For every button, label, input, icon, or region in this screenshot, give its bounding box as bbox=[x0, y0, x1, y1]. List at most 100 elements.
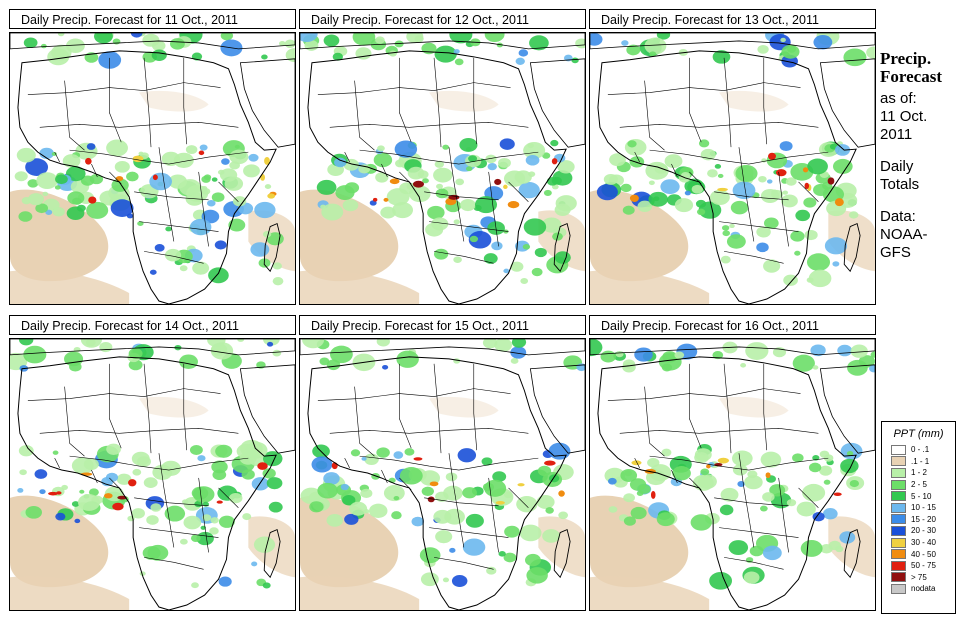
forecast-panel-6: Daily Precip. Forecast for 16 Oct., 2011 bbox=[589, 315, 878, 611]
precip-cell bbox=[548, 474, 560, 483]
precip-cell bbox=[149, 269, 157, 275]
legend-item: nodata bbox=[882, 583, 955, 595]
dry-area bbox=[10, 269, 130, 304]
precip-cell bbox=[840, 458, 859, 474]
precip-cell bbox=[510, 346, 527, 359]
precip-cell bbox=[503, 229, 509, 234]
precip-cell bbox=[649, 51, 657, 57]
precip-cell bbox=[131, 508, 145, 519]
country-border bbox=[198, 477, 209, 553]
precip-cell bbox=[380, 206, 396, 219]
heavy-precip-cell bbox=[544, 460, 556, 466]
heavy-precip-cell bbox=[267, 193, 276, 199]
precip-cell bbox=[454, 58, 464, 66]
dry-area bbox=[429, 90, 499, 112]
europe-outline bbox=[300, 339, 585, 356]
legend-swatch bbox=[891, 502, 906, 513]
country-border bbox=[27, 82, 221, 95]
precip-cell bbox=[451, 575, 468, 587]
precip-cell bbox=[760, 188, 780, 204]
precip-cell bbox=[596, 183, 618, 201]
precip-cell bbox=[459, 138, 478, 152]
precip-cell bbox=[168, 174, 188, 189]
precip-cell bbox=[16, 147, 36, 163]
country-border bbox=[714, 497, 789, 507]
arabia-outline bbox=[819, 364, 875, 454]
country-border bbox=[488, 477, 499, 553]
precip-cell bbox=[849, 479, 860, 488]
precip-cell bbox=[77, 494, 100, 511]
country-border bbox=[109, 57, 122, 143]
precip-cell bbox=[126, 213, 134, 219]
precip-cell bbox=[819, 465, 833, 476]
precip-cell bbox=[823, 479, 831, 485]
dry-area bbox=[429, 396, 499, 418]
country-border bbox=[448, 147, 465, 242]
precip-cell bbox=[620, 469, 638, 482]
heavy-precip-cell bbox=[706, 464, 711, 469]
precip-cell bbox=[323, 472, 340, 485]
precip-cell bbox=[435, 491, 449, 502]
precip-cell bbox=[266, 341, 274, 347]
precip-cell bbox=[394, 140, 418, 158]
precip-cell bbox=[806, 253, 831, 271]
legend-label: 1 - 2 bbox=[911, 468, 928, 478]
precip-cell bbox=[262, 231, 272, 238]
precip-cell bbox=[762, 492, 775, 502]
precip-cell bbox=[83, 458, 99, 471]
country-border bbox=[508, 181, 529, 202]
country-border bbox=[424, 497, 499, 507]
precip-cell bbox=[431, 217, 449, 231]
country-border bbox=[381, 469, 388, 484]
precip-cell bbox=[462, 538, 486, 556]
precip-cell bbox=[510, 357, 519, 364]
country-border bbox=[424, 191, 499, 201]
heavy-precip-cell bbox=[775, 169, 787, 177]
precip-cell bbox=[531, 267, 543, 277]
legend-swatch bbox=[891, 583, 906, 594]
heavy-precip-cell bbox=[717, 457, 730, 464]
country-border bbox=[429, 527, 509, 538]
precip-cell bbox=[334, 157, 347, 168]
country-border bbox=[27, 388, 221, 401]
precip-map bbox=[589, 32, 876, 305]
heavy-precip-cell bbox=[152, 174, 158, 181]
legend-swatch bbox=[891, 479, 906, 490]
precip-cell bbox=[151, 49, 167, 61]
precip-cell bbox=[824, 237, 848, 255]
precip-map bbox=[589, 338, 876, 611]
precip-cell bbox=[709, 189, 730, 206]
heavy-precip-cell bbox=[80, 472, 93, 476]
precip-cell bbox=[411, 516, 425, 527]
precip-cell bbox=[763, 259, 781, 273]
precip-cell bbox=[407, 166, 425, 180]
precip-cell bbox=[192, 261, 210, 275]
precip-cell bbox=[807, 158, 828, 175]
precip-cell bbox=[648, 191, 668, 207]
precip-cell bbox=[254, 201, 276, 219]
precip-cell bbox=[42, 191, 49, 197]
precip-cell bbox=[309, 501, 324, 513]
precip-cell bbox=[518, 182, 540, 199]
precip-cell bbox=[272, 349, 282, 357]
precip-cell bbox=[623, 516, 636, 526]
country-border bbox=[64, 80, 85, 151]
country-border bbox=[433, 57, 442, 148]
precip-cell bbox=[808, 269, 832, 288]
country-border bbox=[139, 527, 219, 538]
precip-cell bbox=[262, 582, 271, 589]
country-border bbox=[689, 171, 702, 185]
country-border bbox=[109, 477, 122, 491]
country-border bbox=[344, 457, 350, 469]
precip-cell bbox=[420, 572, 439, 587]
precip-cell bbox=[837, 344, 853, 357]
heavy-precip-cell bbox=[198, 150, 205, 156]
precip-cell bbox=[465, 513, 484, 528]
precip-cell bbox=[457, 448, 477, 463]
precip-cell bbox=[369, 503, 388, 518]
heavy-precip-cell bbox=[717, 187, 728, 192]
precip-cell bbox=[25, 505, 42, 519]
map-canvas bbox=[300, 339, 585, 610]
precip-cell bbox=[694, 452, 709, 464]
precip-cell bbox=[391, 511, 402, 520]
